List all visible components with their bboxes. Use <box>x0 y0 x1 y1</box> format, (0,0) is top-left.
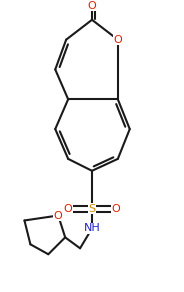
Text: NH: NH <box>84 223 100 233</box>
Text: O: O <box>54 211 63 220</box>
Text: O: O <box>112 204 120 213</box>
Text: O: O <box>114 35 122 45</box>
Text: O: O <box>88 1 96 11</box>
Text: O: O <box>64 204 72 213</box>
Text: S: S <box>89 204 95 213</box>
